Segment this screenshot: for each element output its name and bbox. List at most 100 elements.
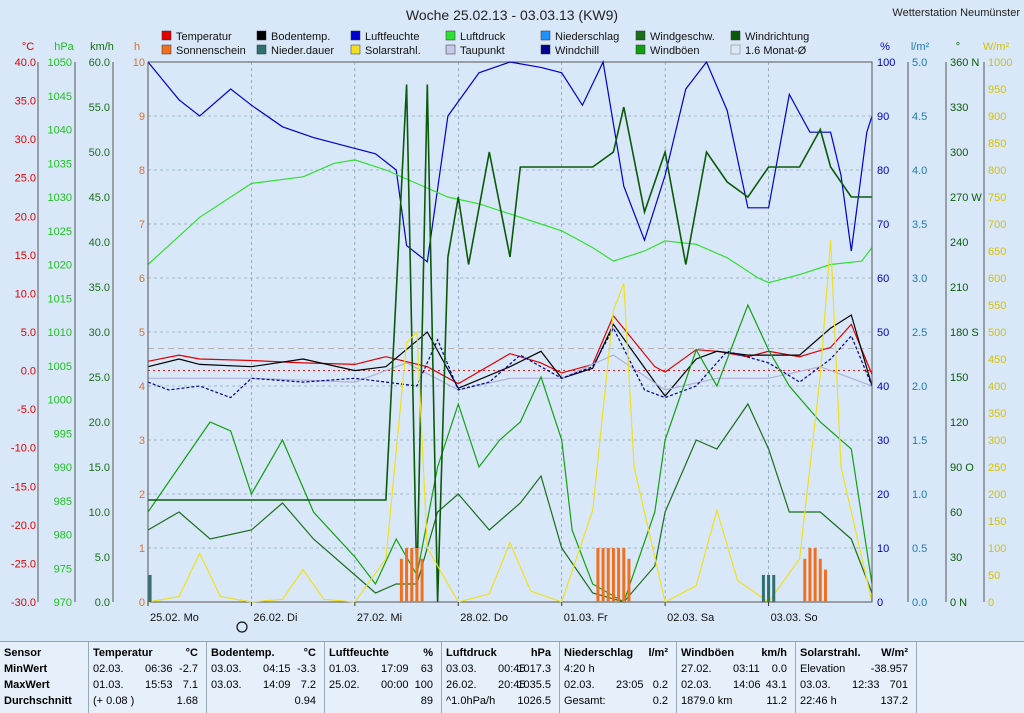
tick-label-humid: 90 [877,111,889,123]
tick-label-dir: 90 O [950,462,974,474]
summary-cell-row: Gesamt: 0.2 [564,693,672,709]
summary-col-title: Temperatur [93,647,153,659]
summary-cell-date: ^1.0hPa/h [446,695,496,707]
summary-cell-row: 02.03. 14:06 43.1 [681,677,791,693]
bar-sonnenschein [405,548,409,602]
bar-sonnenschein [606,548,610,602]
summary-col-unit: km/h [761,647,787,659]
summary-table: Sensor MinWert MaxWert Durchschnitt Temp… [0,641,1024,713]
tick-label-humid: 0 [877,597,883,609]
tick-label-hours: 4 [139,381,145,393]
summary-col-header: Luftfeuchte% [329,645,437,661]
tick-label-wind: 30.0 [89,327,110,339]
bar-nieder-dauer [772,575,776,602]
summary-cell-date: 01.03. [93,679,124,691]
summary-cell-date: 03.03. [446,663,477,675]
summary-cell-value: 137.2 [880,695,908,707]
bar-sonnenschein [617,548,621,602]
tick-label-press: 1005 [48,361,72,373]
summary-cell-date: 26.02. [446,679,477,691]
summary-cell-value: 1035.5 [517,679,551,691]
summary-cell-value: 11.2 [766,695,787,707]
legend-swatch-luftdruck [445,30,456,41]
summary-cell-date: (+ 0.08 ) [93,695,135,707]
tick-label-press: 1030 [48,192,72,204]
summary-cell-row: 26.02. 20:45 1035.5 [446,677,555,693]
axis-unit-temp: °C [22,41,34,53]
summary-cell-value: -38.957 [870,663,908,675]
bar-sonnenschein [627,558,631,602]
summary-cell-row: 22:46 h 137.2 [800,693,912,709]
legend-swatch-luftfeuchte [350,30,361,41]
summary-col-title: Niederschlag [564,647,634,659]
tick-label-press: 985 [54,496,72,508]
tick-label-solar: 250 [988,462,1006,474]
legend-label-windrichtung: Windrichtung [745,31,809,43]
summary-col-unit: l/m² [648,647,668,659]
tick-label-rain: 3.0 [912,273,927,285]
tick-label-humid: 100 [877,57,895,69]
summary-cell-date: 02.03. [93,663,124,675]
chart-title: Woche 25.02.13 - 03.03.13 (KW9) [406,7,618,23]
summary-cell-row: 01.03. 17:09 63 [329,661,437,677]
tick-label-press: 1010 [48,327,72,339]
summary-cell-row: 1879.0 km 11.2 [681,693,791,709]
tick-label-solar: 700 [988,219,1006,231]
bar-sonnenschein [415,548,419,602]
tick-label-temp: -5.0 [17,404,36,416]
summary-cell-date: 4:20 h [564,663,595,675]
tick-label-temp: -25.0 [11,558,36,570]
series-windrichtung [148,84,872,603]
tick-label-solar: 200 [988,489,1006,501]
tick-label-humid: 40 [877,381,889,393]
tick-label-solar: 600 [988,273,1006,285]
summary-cell-value: 701 [889,679,908,691]
tick-label-temp: 20.0 [15,211,36,223]
tick-label-temp: -20.0 [11,520,36,532]
tick-label-solar: 350 [988,408,1006,420]
tick-label-hours: 6 [139,273,145,285]
tick-label-press: 975 [54,563,72,575]
bar-sonnenschein [808,548,812,602]
tick-label-wind: 45.0 [89,192,110,204]
tick-label-humid: 60 [877,273,889,285]
tick-label-temp: 25.0 [15,173,36,185]
tick-label-solar: 400 [988,381,1006,393]
summary-cell-row: ^1.0hPa/h 1026.5 [446,693,555,709]
summary-cell-value: 1026.5 [517,695,551,707]
summary-cell-time: 00:45 [498,663,526,675]
tick-label-hours: 9 [139,111,145,123]
tick-label-press: 990 [54,462,72,474]
series-luftdruck [147,159,873,284]
tick-label-hours: 10 [133,57,145,69]
summary-cell-value: -2.7 [179,663,198,675]
bar-sonnenschein [399,558,403,602]
axis-unit-wind: km/h [90,41,114,53]
legend-swatch-windchill [540,44,551,55]
tick-label-press: 1035 [48,158,72,170]
tick-label-wind: 20.0 [89,417,110,429]
legend-swatch-bodentemp- [256,30,267,41]
tick-label-wind: 50.0 [89,147,110,159]
legend: Temperatur Bodentemp. Luftfeuchte Luftdruck… [161,30,809,57]
moon-phase-icon [236,621,248,633]
tick-label-temp: 40.0 [15,57,36,69]
series-temperatur [147,314,873,385]
tick-label-press: 1025 [48,226,72,238]
bar-nieder-dauer [761,575,765,602]
summary-cell-date: Elevation [800,663,846,675]
tick-label-rain: 4.5 [912,111,927,123]
tick-label-temp: 10.0 [15,288,36,300]
tick-label-rain: 2.5 [912,327,927,339]
tick-label-dir: 330 [950,102,968,114]
tick-label-temp: 0.0 [21,366,36,378]
row-label-min: MinWert [4,663,48,675]
tick-label-solar: 850 [988,138,1006,150]
tick-label-press: 970 [54,597,72,609]
summary-cell-value: 7.2 [300,679,316,691]
summary-cell-date: 02.03. [681,679,712,691]
tick-label-dir: 120 [950,417,968,429]
summary-col-title: Luftfeuchte [329,647,389,659]
tick-label-temp: -10.0 [11,443,36,455]
summary-cell-time: 06:36 [145,663,173,675]
